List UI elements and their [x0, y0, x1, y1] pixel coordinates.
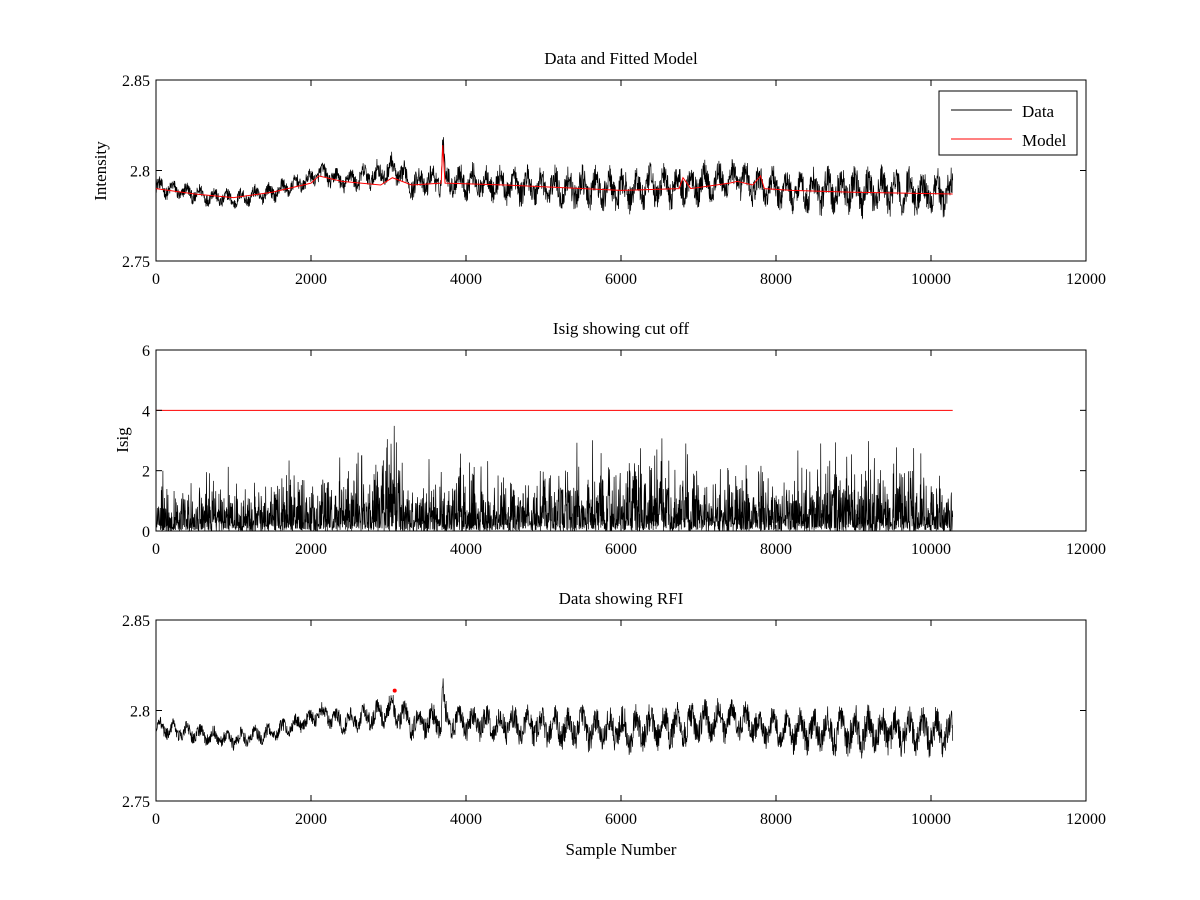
legend-label-model: Model — [1022, 131, 1067, 150]
y-tick-label: 6 — [142, 343, 150, 360]
plot-area-3 — [155, 619, 1087, 802]
legend: Data Model — [938, 90, 1078, 156]
x-tick-label: 6000 — [605, 811, 637, 828]
x-tick-label: 8000 — [760, 811, 792, 828]
y-tick-label: 2.75 — [122, 794, 150, 811]
x-tick-label: 2000 — [295, 811, 327, 828]
x-tick-label: 12000 — [1066, 271, 1106, 288]
series-isig-line — [155, 425, 954, 532]
x-tick-label: 0 — [152, 271, 160, 288]
x-axis-label-3: Sample Number — [566, 840, 677, 859]
y-tick-label: 2.85 — [122, 73, 150, 90]
x-tick-label: 8000 — [760, 541, 792, 558]
x-tick-label: 6000 — [605, 541, 637, 558]
x-tick-label: 10000 — [911, 541, 951, 558]
x-tick-label: 4000 — [450, 271, 482, 288]
y-tick-label: 2.75 — [122, 254, 150, 271]
chart-title-2: Isig showing cut off — [553, 319, 689, 338]
y-tick-label: 2 — [142, 464, 150, 481]
x-tick-label: 6000 — [605, 271, 637, 288]
legend-box — [938, 90, 1078, 156]
ticks-1: 0 2000 4000 6000 8000 10000 12000 2.75 2.8 2.85 — [122, 73, 1106, 288]
traces-1 — [155, 137, 954, 220]
x-tick-label: 8000 — [760, 271, 792, 288]
series-data-line — [155, 137, 954, 220]
y-tick-label: 2.8 — [130, 164, 150, 181]
panel-data-and-model: Data and Fitted Model Intensity 0 2000 400… — [91, 49, 1106, 288]
x-tick-label: 4000 — [450, 811, 482, 828]
x-tick-label: 12000 — [1066, 541, 1106, 558]
traces-3 — [155, 678, 954, 759]
chart-title-1: Data and Fitted Model — [544, 49, 698, 68]
ticks-2: 0 2000 4000 6000 8000 10000 12000 0 2 4 6 — [142, 343, 1106, 558]
x-tick-label: 10000 — [911, 271, 951, 288]
series-model-line — [155, 145, 953, 199]
y-tick-label: 2.8 — [130, 704, 150, 721]
rfi-marker — [392, 688, 397, 693]
x-tick-label: 0 — [152, 811, 160, 828]
x-tick-label: 2000 — [295, 271, 327, 288]
y-tick-label: 2.85 — [122, 613, 150, 630]
chart-title-3: Data showing RFI — [559, 589, 684, 608]
x-tick-label: 2000 — [295, 541, 327, 558]
ticks-3: 0 2000 4000 6000 8000 10000 12000 2.75 2.8 2.85 — [122, 613, 1106, 828]
panel-rfi: Data showing RFI 0 2000 4000 6000 8000 10000 1… — [122, 589, 1106, 859]
x-tick-label: 4000 — [450, 541, 482, 558]
x-tick-label: 12000 — [1066, 811, 1106, 828]
y-axis-label-1: Intensity — [91, 141, 110, 201]
traces-2 — [155, 409, 954, 532]
legend-label-data: Data — [1022, 102, 1055, 121]
panel-isig: Isig showing cut off Isig 0 2000 4000 6000 8… — [113, 319, 1106, 558]
x-tick-label: 10000 — [911, 811, 951, 828]
y-tick-label: 0 — [142, 524, 150, 541]
x-tick-label: 0 — [152, 541, 160, 558]
series-data-line — [155, 678, 954, 759]
y-axis-label-2: Isig — [113, 427, 132, 453]
y-tick-label: 4 — [142, 403, 150, 420]
